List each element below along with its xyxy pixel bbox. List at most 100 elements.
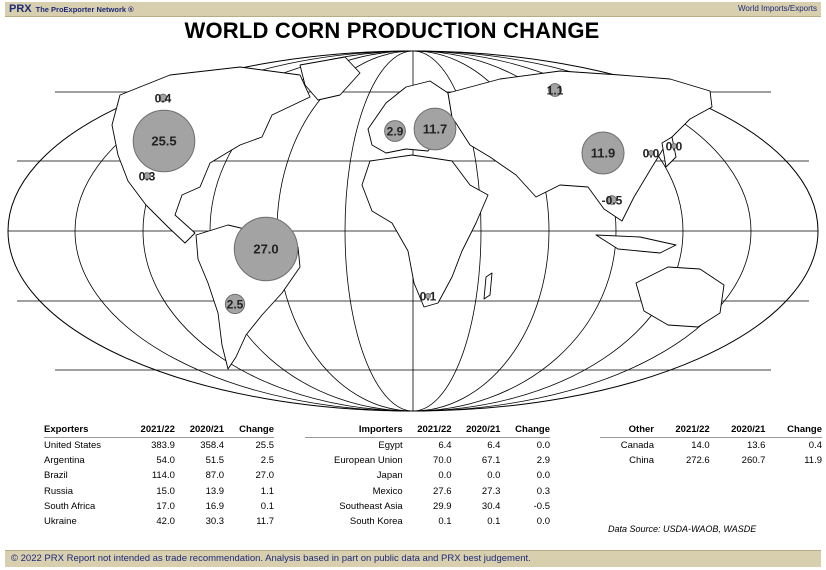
importers-country-cell: South Korea <box>349 516 403 528</box>
page-title: WORLD CORN PRODUCTION CHANGE <box>184 18 600 43</box>
importers-value-cell: -0.5 <box>533 500 550 512</box>
importers-country-cell: European Union <box>334 455 403 467</box>
other-table: Other 2021/22 2020/21 Change Canada 14.0 1… <box>600 424 822 468</box>
importers-value-cell: 30.4 <box>481 500 501 512</box>
bubble-egypt <box>648 150 654 156</box>
exporters-country-cell: Russia <box>44 485 74 497</box>
bubble-label: 27.0 <box>253 242 278 257</box>
importers-table: Importers 2021/22 2020/21 Change Egypt 6.… <box>305 424 550 529</box>
importers-col-2021: 2021/22 <box>402 424 452 438</box>
importers-col-2020: 2020/21 <box>451 424 501 438</box>
brand-logo[interactable]: PRX The ProExporter Network ® <box>9 2 134 17</box>
importers-value-cell: 0.1 <box>487 516 501 528</box>
other-col-change: Change <box>765 424 822 438</box>
other-value-cell: 13.6 <box>746 440 766 452</box>
bubble-label: 2.5 <box>227 298 244 312</box>
importers-value-cell: 2.9 <box>536 455 550 467</box>
madagascar-shape <box>483 272 493 300</box>
bubble-china <box>581 131 625 175</box>
importers-col-change: Change <box>500 424 550 438</box>
other-country-cell: Canada <box>620 440 654 452</box>
importers-value-cell: 0.0 <box>536 470 550 482</box>
bubble-label: 1.1 <box>547 84 564 98</box>
production-bubbles: 25.5 27.0 11.7 11.9 2.9 2.5 0.4 0.3 1.1 0.1 0.0 0.0… <box>132 83 683 315</box>
importers-row: Mexico 27.6 27.3 0.3 <box>305 484 550 499</box>
importers-header: Importers <box>305 424 403 438</box>
world-map: 25.5 27.0 11.7 11.9 2.9 2.5 0.4 0.3 1.1 0.1 0.0 0.0… <box>7 50 819 412</box>
exporters-value-cell: 358.4 <box>200 440 225 452</box>
exporters-country-cell: Brazil <box>44 470 68 482</box>
bubble-united-states <box>132 109 196 173</box>
importers-value-cell: 70.0 <box>433 455 452 467</box>
other-row: Canada 14.0 13.6 0.4 <box>600 438 822 454</box>
exporters-value-cell: 87.0 <box>205 470 225 482</box>
other-value-cell: 14.0 <box>691 440 710 452</box>
africa-shape <box>361 154 489 308</box>
exporters-row: Brazil 114.0 87.0 27.0 <box>44 468 274 483</box>
exporters-value-cell: 1.1 <box>260 485 274 497</box>
bubble-south-korea <box>671 143 677 149</box>
exporters-value-cell: 114.0 <box>151 470 175 482</box>
exporters-value-cell: 11.7 <box>256 516 274 528</box>
bubble-canada <box>158 93 168 103</box>
importers-row: Egypt 6.4 6.4 0.0 <box>305 438 550 454</box>
bubble-argentina <box>224 293 246 315</box>
bubble-label: 0.0 <box>643 147 660 161</box>
bubble-label: 0.3 <box>139 170 156 184</box>
importers-row: Japan 0.0 0.0 0.0 <box>305 468 550 483</box>
importers-value-cell: 0.0 <box>487 470 501 482</box>
other-row: China 272.6 260.7 11.9 <box>600 453 822 468</box>
other-value-cell: 0.4 <box>808 440 822 452</box>
exporters-value-cell: 2.5 <box>260 455 274 467</box>
exporters-value-cell: 16.9 <box>205 500 225 512</box>
exporters-country-cell: Ukraine <box>44 516 77 528</box>
importers-row: European Union 70.0 67.1 2.9 <box>305 453 550 468</box>
exporters-country-cell: South Africa <box>44 500 96 512</box>
other-header: Other <box>600 424 654 438</box>
exporters-row: South Africa 17.0 16.9 0.1 <box>44 499 274 514</box>
asia-shape <box>447 70 713 222</box>
exporters-row: Ukraine 42.0 30.3 11.7 <box>44 514 274 529</box>
bubble-label: 11.9 <box>591 146 616 161</box>
bubble-mexico <box>143 172 151 180</box>
network-name: The ProExporter Network ® <box>35 5 134 14</box>
importers-row: Southeast Asia 29.9 30.4 -0.5 <box>305 499 550 514</box>
importers-value-cell: 67.1 <box>481 455 501 467</box>
importers-country-cell: Japan <box>376 470 403 482</box>
exporters-value-cell: 42.0 <box>156 516 175 528</box>
footer-bar: © 2022 PRX Report not intended as trade … <box>5 550 821 567</box>
exporters-table: Exporters 2021/22 2020/21 Change United … <box>44 424 274 529</box>
bubble-label: 0.4 <box>155 92 172 106</box>
exporters-value-cell: 383.9 <box>151 440 175 452</box>
exporters-country-cell: United States <box>44 440 102 452</box>
other-value-cell: 272.6 <box>685 455 710 467</box>
bubble-south-africa <box>425 293 431 299</box>
importers-value-cell: 27.6 <box>433 485 452 497</box>
imports-exports-link[interactable]: World Imports/Exports <box>738 4 817 13</box>
exporters-row: Argentina 54.0 51.5 2.5 <box>44 453 274 468</box>
exporters-value-cell: 51.5 <box>205 455 225 467</box>
exporters-value-cell: 54.0 <box>156 455 175 467</box>
exporters-col-2021: 2021/22 <box>125 424 175 438</box>
other-value-cell: 11.9 <box>804 455 822 467</box>
footer-disclaimer: © 2022 PRX Report not intended as trade … <box>11 553 531 564</box>
importers-country-cell: Egypt <box>378 440 403 452</box>
exporters-value-cell: 15.0 <box>156 485 175 497</box>
indonesia-shape <box>595 234 677 254</box>
exporters-header: Exporters <box>44 424 126 438</box>
bubble-brazil <box>233 216 299 282</box>
importers-value-cell: 29.9 <box>433 500 452 512</box>
importers-value-cell: 6.4 <box>438 440 452 452</box>
exporters-row: United States 383.9 358.4 25.5 <box>44 438 274 454</box>
exporters-value-cell: 30.3 <box>205 516 225 528</box>
bubble-label: -0.5 <box>602 194 623 208</box>
importers-value-cell: 0.0 <box>536 440 550 452</box>
greenland-shape <box>299 56 361 101</box>
bubble-label: 0.0 <box>666 140 683 154</box>
bubble-label: 25.5 <box>151 134 176 149</box>
brand-name: PRX <box>9 3 32 15</box>
importers-row: South Korea 0.1 0.1 0.0 <box>305 514 550 529</box>
data-source-note: Data Source: USDA-WAOB, WASDE <box>608 524 757 534</box>
other-col-2020: 2020/21 <box>709 424 766 438</box>
importers-value-cell: 0.0 <box>536 516 550 528</box>
